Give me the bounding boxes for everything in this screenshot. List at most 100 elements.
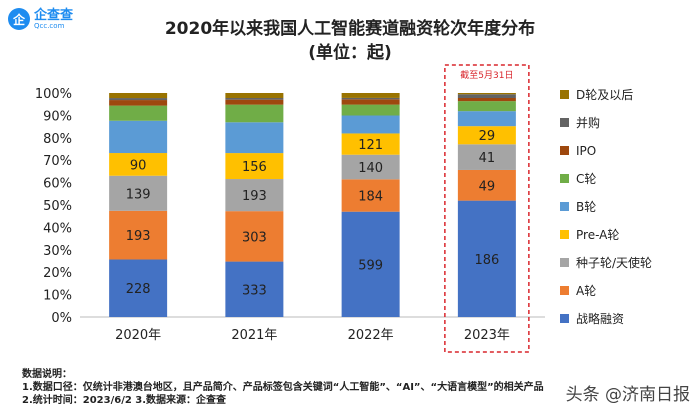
legend-label: A轮	[576, 284, 596, 298]
bar-segment	[341, 179, 400, 212]
data-label: 90	[130, 158, 147, 173]
bar-segment	[225, 261, 284, 317]
bar-segment	[341, 154, 400, 180]
bar-segment	[457, 144, 516, 170]
data-label: 193	[126, 229, 151, 244]
x-tick-label: 2020年	[115, 328, 161, 343]
chart-svg: 0% 10% 20% 30% 40% 50% 60% 70% 80% 90% 100% 截至5月31日…	[35, 64, 652, 353]
bar-segment	[225, 153, 284, 180]
logo-brand: 企查查	[34, 7, 74, 23]
bar-segment	[225, 179, 284, 212]
data-label: 228	[126, 282, 151, 297]
bar-segment	[109, 93, 168, 99]
legend-label: D轮及以后	[576, 88, 633, 102]
data-notes: 数据说明： 1.数据口径：仅统计非港澳台地区，且产品简介、产品标签包含关键词“人…	[22, 368, 544, 407]
x-tick-label: 2021年	[231, 328, 277, 343]
data-label: 49	[479, 179, 496, 194]
bar-segment	[225, 122, 284, 154]
legend-label: C轮	[576, 172, 596, 186]
bar-segment	[457, 98, 516, 102]
logo-sub: Qcc.com	[34, 21, 65, 30]
data-label: 41	[479, 151, 496, 166]
data-label: 139	[126, 187, 151, 202]
legend-label: B轮	[576, 200, 596, 214]
bar-segment	[457, 94, 516, 99]
bar-segment	[225, 97, 284, 100]
bar-segment	[457, 111, 516, 127]
chart-subtitle: (单位：起)	[308, 43, 392, 63]
bar-segment	[109, 153, 168, 176]
legend-label: IPO	[576, 144, 596, 158]
bar-segment	[341, 115, 400, 134]
notes-line-2: 2.统计时间：2023/6/2 3.数据来源：企查查	[22, 395, 227, 406]
notes-line-1: 1.数据口径：仅统计非港澳台地区，且产品简介、产品标签包含关键词“人工智能”、“…	[22, 382, 544, 393]
bar-segment	[341, 133, 400, 155]
bar-segment	[457, 169, 516, 201]
data-label: 156	[242, 160, 267, 175]
bar-segment	[457, 101, 516, 112]
legend-swatch	[560, 314, 569, 323]
y-tick-label: 40%	[43, 221, 72, 236]
legend-label: 战略融资	[576, 311, 624, 326]
notes-heading: 数据说明：	[22, 369, 72, 380]
bar-segment	[457, 200, 516, 317]
bar-segment	[225, 93, 284, 98]
y-tick-label: 10%	[43, 289, 72, 304]
legend-swatch	[560, 230, 569, 239]
bar-segment	[457, 126, 516, 145]
legend-swatch	[560, 174, 569, 183]
x-tick-label: 2023年	[464, 328, 510, 343]
legend-swatch	[560, 146, 569, 155]
y-tick-label: 100%	[35, 87, 72, 102]
data-label: 303	[242, 230, 267, 245]
data-label: 140	[358, 161, 383, 176]
annotation-label: 截至5月31日	[460, 69, 513, 81]
legend-label: 并购	[576, 115, 600, 130]
bar-segment	[225, 211, 284, 262]
y-tick-label: 90%	[43, 109, 72, 124]
y-tick-label: 20%	[43, 266, 72, 281]
bar-segment	[109, 175, 168, 211]
bar-segment	[341, 97, 400, 100]
bar-segment	[109, 105, 168, 121]
y-tick-label: 0%	[51, 311, 72, 326]
bar-segment	[109, 100, 168, 106]
bar-segment	[109, 120, 168, 154]
bar-segment	[225, 104, 284, 123]
legend-swatch	[560, 202, 569, 211]
annotation-box	[444, 64, 530, 353]
data-label: 599	[358, 258, 383, 273]
bar-segment	[225, 99, 284, 105]
bar-segment	[109, 210, 168, 260]
y-tick-label: 70%	[43, 154, 72, 169]
data-label: 121	[358, 138, 383, 153]
legend-swatch	[560, 118, 569, 127]
data-label: 184	[358, 190, 383, 205]
bar-segment	[457, 93, 516, 95]
y-tick-label: 60%	[43, 177, 72, 192]
y-tick-label: 30%	[43, 244, 72, 259]
watermark: 头条 @济南日报	[565, 385, 690, 405]
legend-swatch	[560, 90, 569, 99]
bar-segment	[341, 104, 400, 116]
data-label: 193	[242, 189, 267, 204]
data-label: 29	[479, 129, 496, 144]
legend-label: 种子轮/天使轮	[576, 255, 652, 270]
y-tick-label: 50%	[43, 199, 72, 214]
legend-label: Pre-A轮	[576, 228, 619, 242]
data-label: 333	[242, 283, 267, 298]
logo: 企 企查查 Qcc.com	[8, 8, 73, 30]
legend-swatch	[560, 286, 569, 295]
logo-icon: 企	[8, 8, 30, 30]
bar-segment	[109, 98, 168, 101]
bar-segment	[341, 93, 400, 98]
bar-segment	[341, 211, 400, 317]
chart-title: 2020年以来我国人工智能赛道融资轮次年度分布	[164, 19, 536, 39]
x-tick-label: 2022年	[348, 328, 394, 343]
y-tick-label: 80%	[43, 132, 72, 147]
bar-segment	[341, 99, 400, 105]
bar-segment	[109, 259, 168, 317]
data-label: 186	[474, 253, 499, 268]
legend-swatch	[560, 258, 569, 267]
